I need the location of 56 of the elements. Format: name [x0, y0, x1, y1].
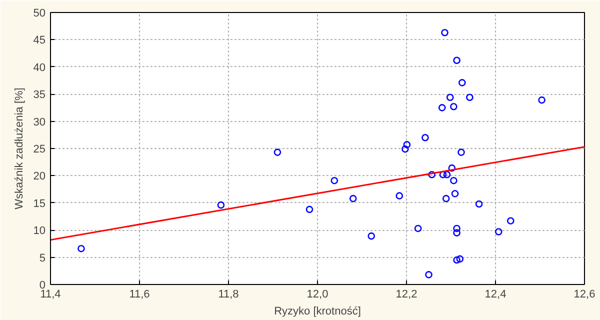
point	[428, 170, 436, 178]
y-tick-label: 45	[33, 34, 46, 47]
y-tick-label: 0	[39, 280, 46, 292]
point	[450, 176, 458, 184]
point	[456, 255, 464, 263]
x-tick-label: 12,4	[484, 288, 506, 300]
point	[330, 176, 338, 184]
point	[439, 170, 447, 178]
point	[450, 102, 458, 110]
y-tick-label: 50	[33, 8, 46, 20]
point	[422, 134, 429, 142]
point	[349, 194, 357, 202]
point	[453, 229, 460, 236]
point	[458, 148, 465, 156]
point	[396, 192, 404, 200]
point	[453, 224, 460, 232]
y-tick-label: 30	[33, 116, 46, 128]
point	[443, 170, 451, 178]
y-tick-label: 20	[33, 170, 46, 183]
y-tick-label: 35	[33, 89, 46, 102]
x-tick-label: 11,4	[40, 288, 61, 300]
point	[402, 145, 409, 153]
y-tick-label: 10	[33, 225, 46, 238]
point	[306, 206, 314, 214]
point	[438, 104, 446, 112]
point	[466, 94, 474, 102]
point	[453, 256, 460, 264]
x-axis-title: Ryzyko [krotność]	[274, 306, 361, 318]
point	[448, 164, 456, 172]
point	[78, 244, 85, 252]
point	[403, 141, 411, 148]
y-tick-label: 5	[39, 252, 46, 264]
point	[506, 217, 514, 224]
x-tick-label: 11,8	[218, 288, 239, 300]
x-tick-label: 11,6	[129, 288, 150, 300]
x-tick-label: 12,6	[574, 288, 596, 300]
point	[458, 79, 466, 86]
point	[446, 94, 454, 102]
point	[368, 232, 375, 240]
point	[494, 228, 502, 236]
point	[217, 201, 225, 209]
y-tick-label: 25	[33, 144, 46, 156]
point	[425, 271, 432, 278]
point	[475, 200, 483, 208]
point	[442, 194, 450, 202]
y-tick-label: 40	[33, 62, 46, 74]
point	[453, 56, 460, 64]
x-tick-label: 12,0	[306, 288, 328, 300]
point	[414, 224, 422, 232]
point	[538, 96, 546, 104]
y-axis-title: Wskaźnik zadłużenia [%]	[13, 88, 26, 210]
x-tick-label: 12,2	[396, 288, 418, 300]
y-tick-label: 15	[33, 198, 46, 210]
point	[274, 148, 282, 156]
point	[451, 190, 459, 198]
point	[441, 28, 448, 36]
